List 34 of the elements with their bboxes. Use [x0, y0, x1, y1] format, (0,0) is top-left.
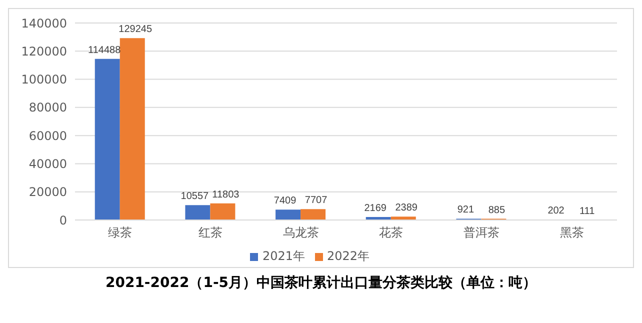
y-tick-label: 120000	[21, 44, 67, 58]
data-label: 111	[579, 206, 596, 217]
bar	[210, 203, 236, 220]
x-tick-label: 绿茶	[108, 226, 132, 240]
bar	[185, 205, 210, 220]
y-tick-label: 20000	[28, 185, 67, 200]
data-label: 885	[488, 204, 506, 216]
data-label: 2169	[364, 202, 387, 214]
y-tick-label: 0	[59, 213, 67, 228]
y-tick-label: 80000	[28, 100, 67, 115]
y-tick-label: 40000	[28, 156, 67, 171]
text: 2021-2022（1-5月）中国茶叶累计出口量分茶类比较（单位：吨）	[104, 274, 538, 292]
data-label: 11803	[212, 189, 240, 200]
x-tick-label: 红茶	[198, 226, 222, 240]
bar	[94, 58, 120, 220]
y-tick-label: 100000	[21, 72, 67, 87]
legend-label: 2021年	[262, 249, 305, 263]
x-tick-label: 黑茶	[560, 226, 584, 240]
data-label: 10557	[180, 191, 210, 202]
data-label: 202	[548, 206, 565, 217]
bar	[120, 38, 145, 220]
data-label: 7409	[274, 196, 297, 207]
bar	[300, 209, 326, 220]
data-label: 129245	[118, 24, 152, 36]
data-label: 2389	[395, 202, 418, 214]
x-tick-label: 乌龙茶	[282, 226, 319, 240]
y-tick-label: 60000	[28, 128, 67, 143]
x-tick-label: 花茶	[379, 226, 404, 240]
data-label: 921	[457, 204, 474, 216]
legend-label: 2022年	[327, 249, 370, 263]
y-tick-label: 140000	[21, 16, 67, 30]
x-tick-label: 普洱茶	[464, 226, 500, 240]
data-label: 7707	[304, 195, 328, 206]
bar	[276, 210, 301, 220]
